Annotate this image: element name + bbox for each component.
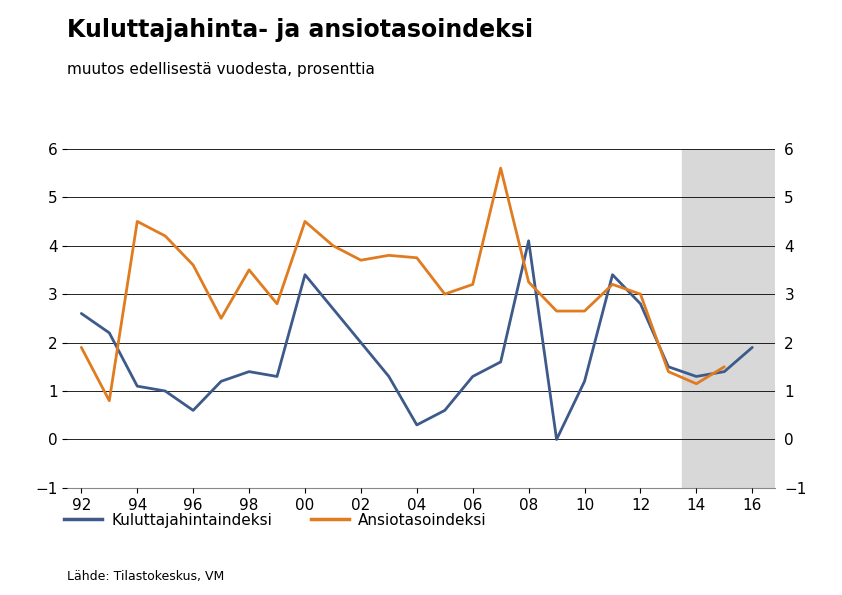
Legend: Kuluttajahintaindeksi, Ansiotasoindeksi: Kuluttajahintaindeksi, Ansiotasoindeksi: [58, 506, 493, 534]
Text: Kuluttajahinta- ja ansiotasoindeksi: Kuluttajahinta- ja ansiotasoindeksi: [67, 18, 534, 42]
Text: muutos edellisestä vuodesta, prosenttia: muutos edellisestä vuodesta, prosenttia: [67, 62, 376, 77]
Text: Lähde: Tilastokeskus, VM: Lähde: Tilastokeskus, VM: [67, 570, 225, 583]
Bar: [682, 149, 775, 488]
